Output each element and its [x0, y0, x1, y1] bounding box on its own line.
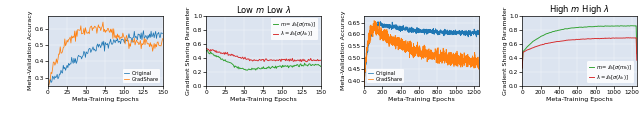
GradShare: [126, 43, 134, 44]
$m = \mathcal{E}_k[\sigma(m_k)]$: [243, 69, 251, 71]
Line: GradShare: GradShare: [48, 22, 163, 86]
$\lambda = \mathcal{E}_k[\sigma(\lambda_k)]$: [625, 37, 632, 38]
X-axis label: Meta-Training Epochs: Meta-Training Epochs: [388, 97, 455, 102]
Original: [140, 30, 147, 31]
Line: GradShare: GradShare: [364, 21, 479, 86]
GradShare: [371, 20, 378, 21]
$m = \mathcal{E}_k[\sigma(m_k)]$: [518, 67, 526, 69]
Original: [420, 30, 428, 32]
Line: Original: Original: [364, 22, 479, 83]
Y-axis label: Meta-Validation Accuracy: Meta-Validation Accuracy: [28, 11, 33, 90]
Line: $m = \mathcal{E}_k[\sigma(m_k)]$: $m = \mathcal{E}_k[\sigma(m_k)]$: [206, 50, 321, 70]
GradShare: [360, 86, 368, 87]
$m = \mathcal{E}_k[\sigma(m_k)]$: [244, 69, 252, 70]
Original: [475, 31, 483, 33]
Original: [44, 84, 52, 85]
$m = \mathcal{E}_k[\sigma(m_k)]$: [317, 66, 324, 67]
Original: [429, 33, 437, 34]
GradShare: [362, 58, 369, 60]
$\lambda = \mathcal{E}_k[\sigma(\lambda_k)]$: [258, 59, 266, 60]
GradShare: [45, 85, 52, 86]
$m = \mathcal{E}_k[\sigma(m_k)]$: [259, 66, 267, 67]
GradShare: [99, 21, 107, 23]
Original: [115, 42, 122, 43]
$\lambda = \mathcal{E}_k[\sigma(\lambda_k)]$: [564, 39, 572, 41]
$\lambda = \mathcal{E}_k[\sigma(\lambda_k)]$: [588, 38, 595, 40]
Original: [118, 39, 125, 40]
$m = \mathcal{E}_k[\sigma(m_k)]$: [203, 49, 211, 51]
Title: Low $m$ Low $\lambda$: Low $m$ Low $\lambda$: [236, 4, 291, 15]
Original: [125, 33, 132, 34]
Original: [362, 64, 369, 66]
Original: [360, 82, 368, 84]
GradShare: [469, 64, 477, 65]
GradShare: [101, 32, 109, 33]
$\lambda = \mathcal{E}_k[\sigma(\lambda_k)]$: [317, 60, 324, 61]
GradShare: [406, 57, 413, 59]
$m = \mathcal{E}_k[\sigma(m_k)]$: [633, 53, 640, 54]
Line: Original: Original: [48, 31, 163, 85]
Original: [440, 31, 447, 32]
Line: $m = \mathcal{E}_k[\sigma(m_k)]$: $m = \mathcal{E}_k[\sigma(m_k)]$: [522, 26, 637, 68]
X-axis label: Meta-Training Epochs: Meta-Training Epochs: [230, 97, 297, 102]
$\lambda = \mathcal{E}_k[\sigma(\lambda_k)]$: [282, 58, 290, 60]
Original: [159, 33, 166, 34]
$m = \mathcal{E}_k[\sigma(m_k)]$: [627, 25, 635, 26]
$m = \mathcal{E}_k[\sigma(m_k)]$: [276, 65, 284, 67]
Y-axis label: Meta-Validation Accuracy: Meta-Validation Accuracy: [340, 11, 346, 90]
$m = \mathcal{E}_k[\sigma(m_k)]$: [273, 66, 281, 67]
Legend: $m = \mathcal{E}_k[\sigma(m_k)]$, $\lambda = \mathcal{E}_k[\sigma(\lambda_k)]$: $m = \mathcal{E}_k[\sigma(m_k)]$, $\lamb…: [271, 18, 318, 40]
Y-axis label: Gradient Sharing Parameter: Gradient Sharing Parameter: [186, 6, 191, 95]
X-axis label: Meta-Training Epochs: Meta-Training Epochs: [546, 97, 613, 102]
GradShare: [85, 33, 93, 35]
Line: $\lambda = \mathcal{E}_k[\sigma(\lambda_k)]$: $\lambda = \mathcal{E}_k[\sigma(\lambda_…: [522, 38, 637, 68]
$\lambda = \mathcal{E}_k[\sigma(\lambda_k)]$: [578, 38, 586, 40]
Legend: Original, GradShare: Original, GradShare: [123, 69, 160, 83]
GradShare: [115, 35, 123, 36]
$m = \mathcal{E}_k[\sigma(m_k)]$: [520, 50, 527, 51]
$\lambda = \mathcal{E}_k[\sigma(\lambda_k)]$: [520, 51, 527, 53]
$\lambda = \mathcal{E}_k[\sigma(\lambda_k)]$: [303, 61, 311, 63]
GradShare: [159, 38, 166, 39]
$\lambda = \mathcal{E}_k[\sigma(\lambda_k)]$: [597, 38, 605, 39]
Original: [469, 32, 477, 33]
$\lambda = \mathcal{E}_k[\sigma(\lambda_k)]$: [627, 37, 635, 39]
$\lambda = \mathcal{E}_k[\sigma(\lambda_k)]$: [316, 60, 323, 61]
GradShare: [429, 58, 437, 60]
Original: [406, 28, 413, 29]
$\lambda = \mathcal{E}_k[\sigma(\lambda_k)]$: [518, 67, 526, 69]
$m = \mathcal{E}_k[\sigma(m_k)]$: [597, 25, 605, 27]
Line: $\lambda = \mathcal{E}_k[\sigma(\lambda_k)]$: $\lambda = \mathcal{E}_k[\sigma(\lambda_…: [206, 49, 321, 62]
Original: [158, 33, 166, 34]
Original: [376, 21, 384, 22]
GradShare: [475, 61, 483, 63]
$\lambda = \mathcal{E}_k[\sigma(\lambda_k)]$: [202, 48, 210, 49]
X-axis label: Meta-Training Epochs: Meta-Training Epochs: [72, 97, 139, 102]
GradShare: [118, 37, 126, 39]
GradShare: [158, 42, 166, 43]
Original: [85, 48, 93, 49]
$m = \mathcal{E}_k[\sigma(m_k)]$: [588, 26, 595, 27]
Original: [100, 50, 108, 52]
$\lambda = \mathcal{E}_k[\sigma(\lambda_k)]$: [243, 59, 250, 60]
Legend: $m = \mathcal{E}_k[\sigma(m_k)]$, $\lambda = \mathcal{E}_k[\sigma(\lambda_k)]$: $m = \mathcal{E}_k[\sigma(m_k)]$, $\lamb…: [588, 61, 634, 83]
$m = \mathcal{E}_k[\sigma(m_k)]$: [627, 25, 635, 27]
$m = \mathcal{E}_k[\sigma(m_k)]$: [564, 28, 572, 30]
Original: [45, 84, 52, 86]
$\lambda = \mathcal{E}_k[\sigma(\lambda_k)]$: [275, 60, 282, 61]
$m = \mathcal{E}_k[\sigma(m_k)]$: [316, 65, 324, 66]
$\lambda = \mathcal{E}_k[\sigma(\lambda_k)]$: [272, 60, 280, 62]
$m = \mathcal{E}_k[\sigma(m_k)]$: [202, 51, 210, 52]
Title: High $m$ High $\lambda$: High $m$ High $\lambda$: [549, 3, 610, 16]
$m = \mathcal{E}_k[\sigma(m_k)]$: [578, 27, 586, 28]
GradShare: [440, 54, 447, 55]
$m = \mathcal{E}_k[\sigma(m_k)]$: [284, 65, 292, 66]
Legend: Original, GradShare: Original, GradShare: [367, 69, 404, 83]
Y-axis label: Gradient Sharing Parameter: Gradient Sharing Parameter: [502, 6, 508, 95]
$\lambda = \mathcal{E}_k[\sigma(\lambda_k)]$: [633, 60, 640, 61]
GradShare: [44, 84, 52, 86]
GradShare: [420, 55, 428, 57]
